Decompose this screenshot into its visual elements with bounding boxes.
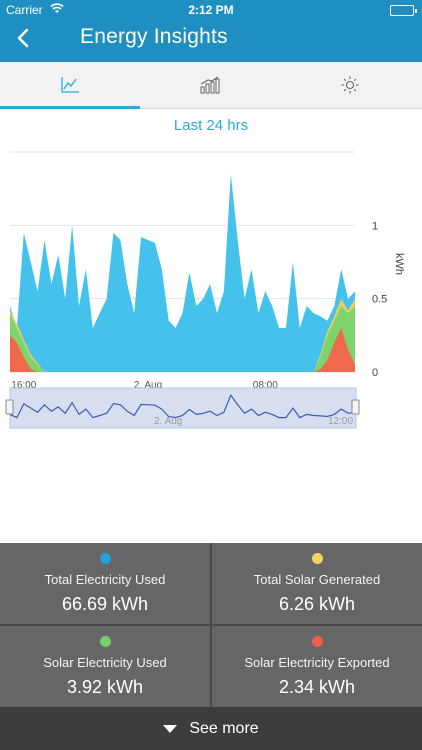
range-navigator[interactable]: [9, 387, 357, 429]
nav-bar: Energy Insights: [0, 20, 422, 62]
navigator-label: 2. Aug: [154, 416, 182, 427]
tab-bar: [0, 62, 422, 109]
stat-card-total-solar: Total Solar Generated 6.26 kWh: [212, 543, 422, 624]
y-tick-label: 0.5: [372, 294, 387, 306]
stat-label: Total Electricity Used: [44, 572, 166, 587]
stat-card-total-electricity: Total Electricity Used 66.69 kWh: [0, 543, 210, 624]
legend-dot: [311, 636, 323, 647]
status-bar: Carrier 2:12 PM: [0, 0, 422, 20]
stat-card-solar-exported: Solar Electricity Exported 2.34 kWh: [212, 626, 422, 707]
stat-label: Solar Electricity Used: [43, 655, 167, 670]
wifi-icon: [50, 3, 64, 17]
line-chart-icon: [61, 77, 79, 93]
stat-value: 3.92 kWh: [66, 677, 144, 697]
navigator-label: 12:00: [328, 416, 353, 427]
x-tick-label: 08:00: [253, 380, 278, 391]
stats-grid: Total Electricity Used 66.69 kWh Total S…: [0, 543, 422, 707]
stat-value: 2.34 kWh: [278, 677, 356, 697]
stat-value: 66.69 kWh: [61, 594, 149, 614]
see-more-label: See more: [189, 719, 259, 737]
legend-dot: [99, 636, 111, 647]
page-title: Energy Insights: [80, 25, 228, 48]
tab-line-chart[interactable]: [0, 62, 140, 109]
y-tick-label: 0: [372, 367, 378, 379]
carrier-label: Carrier: [6, 3, 43, 17]
battery-icon: [390, 5, 417, 16]
navigator-series-line: [9, 393, 356, 419]
y-tick-label: 1: [372, 220, 378, 232]
legend-dot: [99, 553, 111, 564]
x-tick-label: 2. Aug: [134, 380, 162, 391]
navigator-left-handle[interactable]: [5, 399, 14, 415]
see-more-button[interactable]: See more: [0, 707, 422, 750]
caret-down-icon: [163, 724, 178, 733]
stat-label: Total Solar Generated: [253, 572, 381, 587]
sun-icon: [341, 76, 359, 94]
stat-card-solar-used: Solar Electricity Used 3.92 kWh: [0, 626, 210, 707]
chevron-left-icon: [17, 28, 29, 48]
tab-bar-chart[interactable]: [140, 62, 280, 108]
stat-value: 6.26 kWh: [278, 594, 356, 614]
back-button[interactable]: [10, 23, 38, 55]
navigator-right-handle[interactable]: [351, 399, 360, 415]
y-axis-label: kWh: [393, 253, 405, 275]
legend-dot: [311, 553, 323, 564]
energy-chart[interactable]: 0 0.5 1 kWh 16:00 2. Aug 08:00 2. Aug 12:00: [0, 140, 422, 440]
stat-label: Solar Electricity Exported: [244, 655, 390, 670]
series-area-solar-electricity-used: [10, 306, 355, 372]
series-area-total-electricity-used: [10, 174, 355, 372]
chart-title: Last 24 hrs: [173, 117, 249, 134]
x-tick-label: 16:00: [11, 380, 36, 391]
bar-chart-icon: [200, 76, 220, 94]
clock: 2:12 PM: [188, 3, 234, 17]
tab-sun[interactable]: [280, 62, 420, 108]
